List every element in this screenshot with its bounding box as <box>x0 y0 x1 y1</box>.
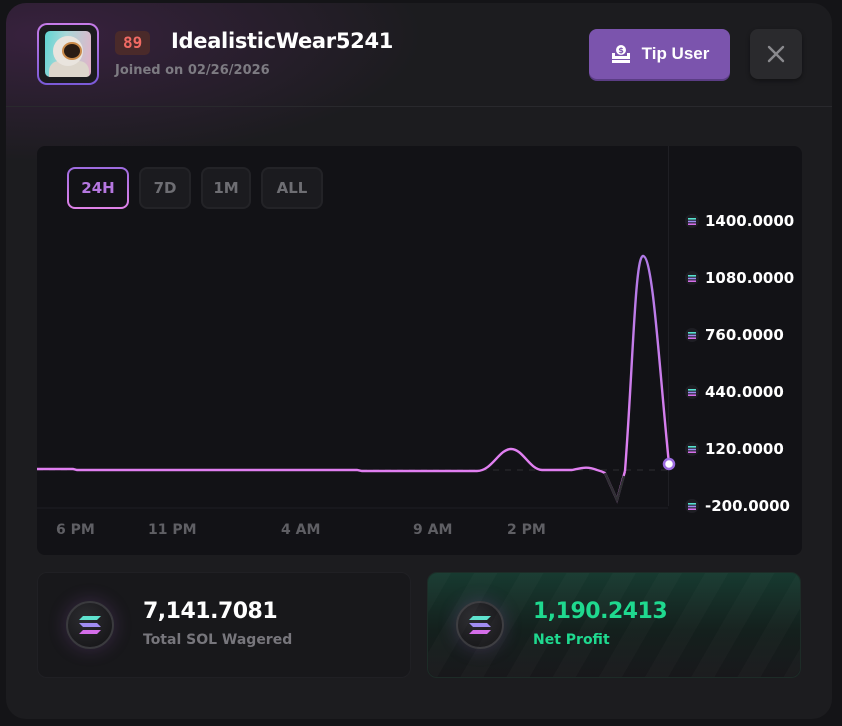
y-tick: 120.0000 <box>685 440 784 458</box>
x-tick: 11 PM <box>148 522 197 538</box>
total-wagered-label: Total SOL Wagered <box>143 632 293 648</box>
y-tick: 440.0000 <box>685 383 784 401</box>
net-profit-label: Net Profit <box>533 632 610 648</box>
avatar <box>37 23 99 85</box>
y-tick: 1400.0000 <box>685 212 794 230</box>
level-badge: 89 <box>115 31 151 55</box>
sol-icon <box>685 271 699 285</box>
close-icon <box>767 45 785 63</box>
close-button[interactable] <box>750 29 802 79</box>
svg-text:$: $ <box>618 46 624 55</box>
user-profile-modal: 89 IdealisticWear5241 Joined on 02/26/20… <box>6 3 832 719</box>
total-wagered-card: 7,141.7081 Total SOL Wagered <box>37 572 411 678</box>
sol-icon <box>685 442 699 456</box>
x-tick: 2 PM <box>507 522 546 538</box>
sol-icon <box>685 499 699 513</box>
time-range-tabs: 24H 7D 1M ALL <box>67 167 323 209</box>
y-axis-divider <box>668 146 669 506</box>
net-profit-value: 1,190.2413 <box>533 599 668 624</box>
x-tick: 6 PM <box>56 522 95 538</box>
profit-chart-panel: 24H 7D 1M ALL 1400.0000 <box>37 146 802 555</box>
solana-coin-icon <box>456 601 504 649</box>
last-point-marker <box>662 457 676 471</box>
tip-user-label: Tip User <box>641 44 710 63</box>
x-tick: 9 AM <box>413 522 453 538</box>
username: IdealisticWear5241 <box>171 29 394 53</box>
tab-7d[interactable]: 7D <box>139 167 191 209</box>
y-tick: 1080.0000 <box>685 269 794 287</box>
tab-24h[interactable]: 24H <box>67 167 129 209</box>
y-tick: 760.0000 <box>685 326 784 344</box>
tip-user-button[interactable]: $ Tip User <box>589 29 730 79</box>
tab-1m[interactable]: 1M <box>201 167 251 209</box>
y-tick: -200.0000 <box>685 497 790 515</box>
solana-coin-icon <box>66 601 114 649</box>
sol-icon <box>685 328 699 342</box>
astronaut-avatar-image <box>45 31 91 77</box>
profit-line-chart[interactable] <box>37 146 802 555</box>
net-profit-card: 1,190.2413 Net Profit <box>427 572 801 678</box>
sol-icon <box>685 214 699 228</box>
joined-date: Joined on 02/26/2026 <box>115 63 270 78</box>
total-wagered-value: 7,141.7081 <box>143 599 278 624</box>
sol-icon <box>685 385 699 399</box>
tip-coin-icon: $ <box>611 45 630 63</box>
tab-all[interactable]: ALL <box>261 167 323 209</box>
x-tick: 4 AM <box>281 522 321 538</box>
profile-header: 89 IdealisticWear5241 Joined on 02/26/20… <box>6 3 832 107</box>
